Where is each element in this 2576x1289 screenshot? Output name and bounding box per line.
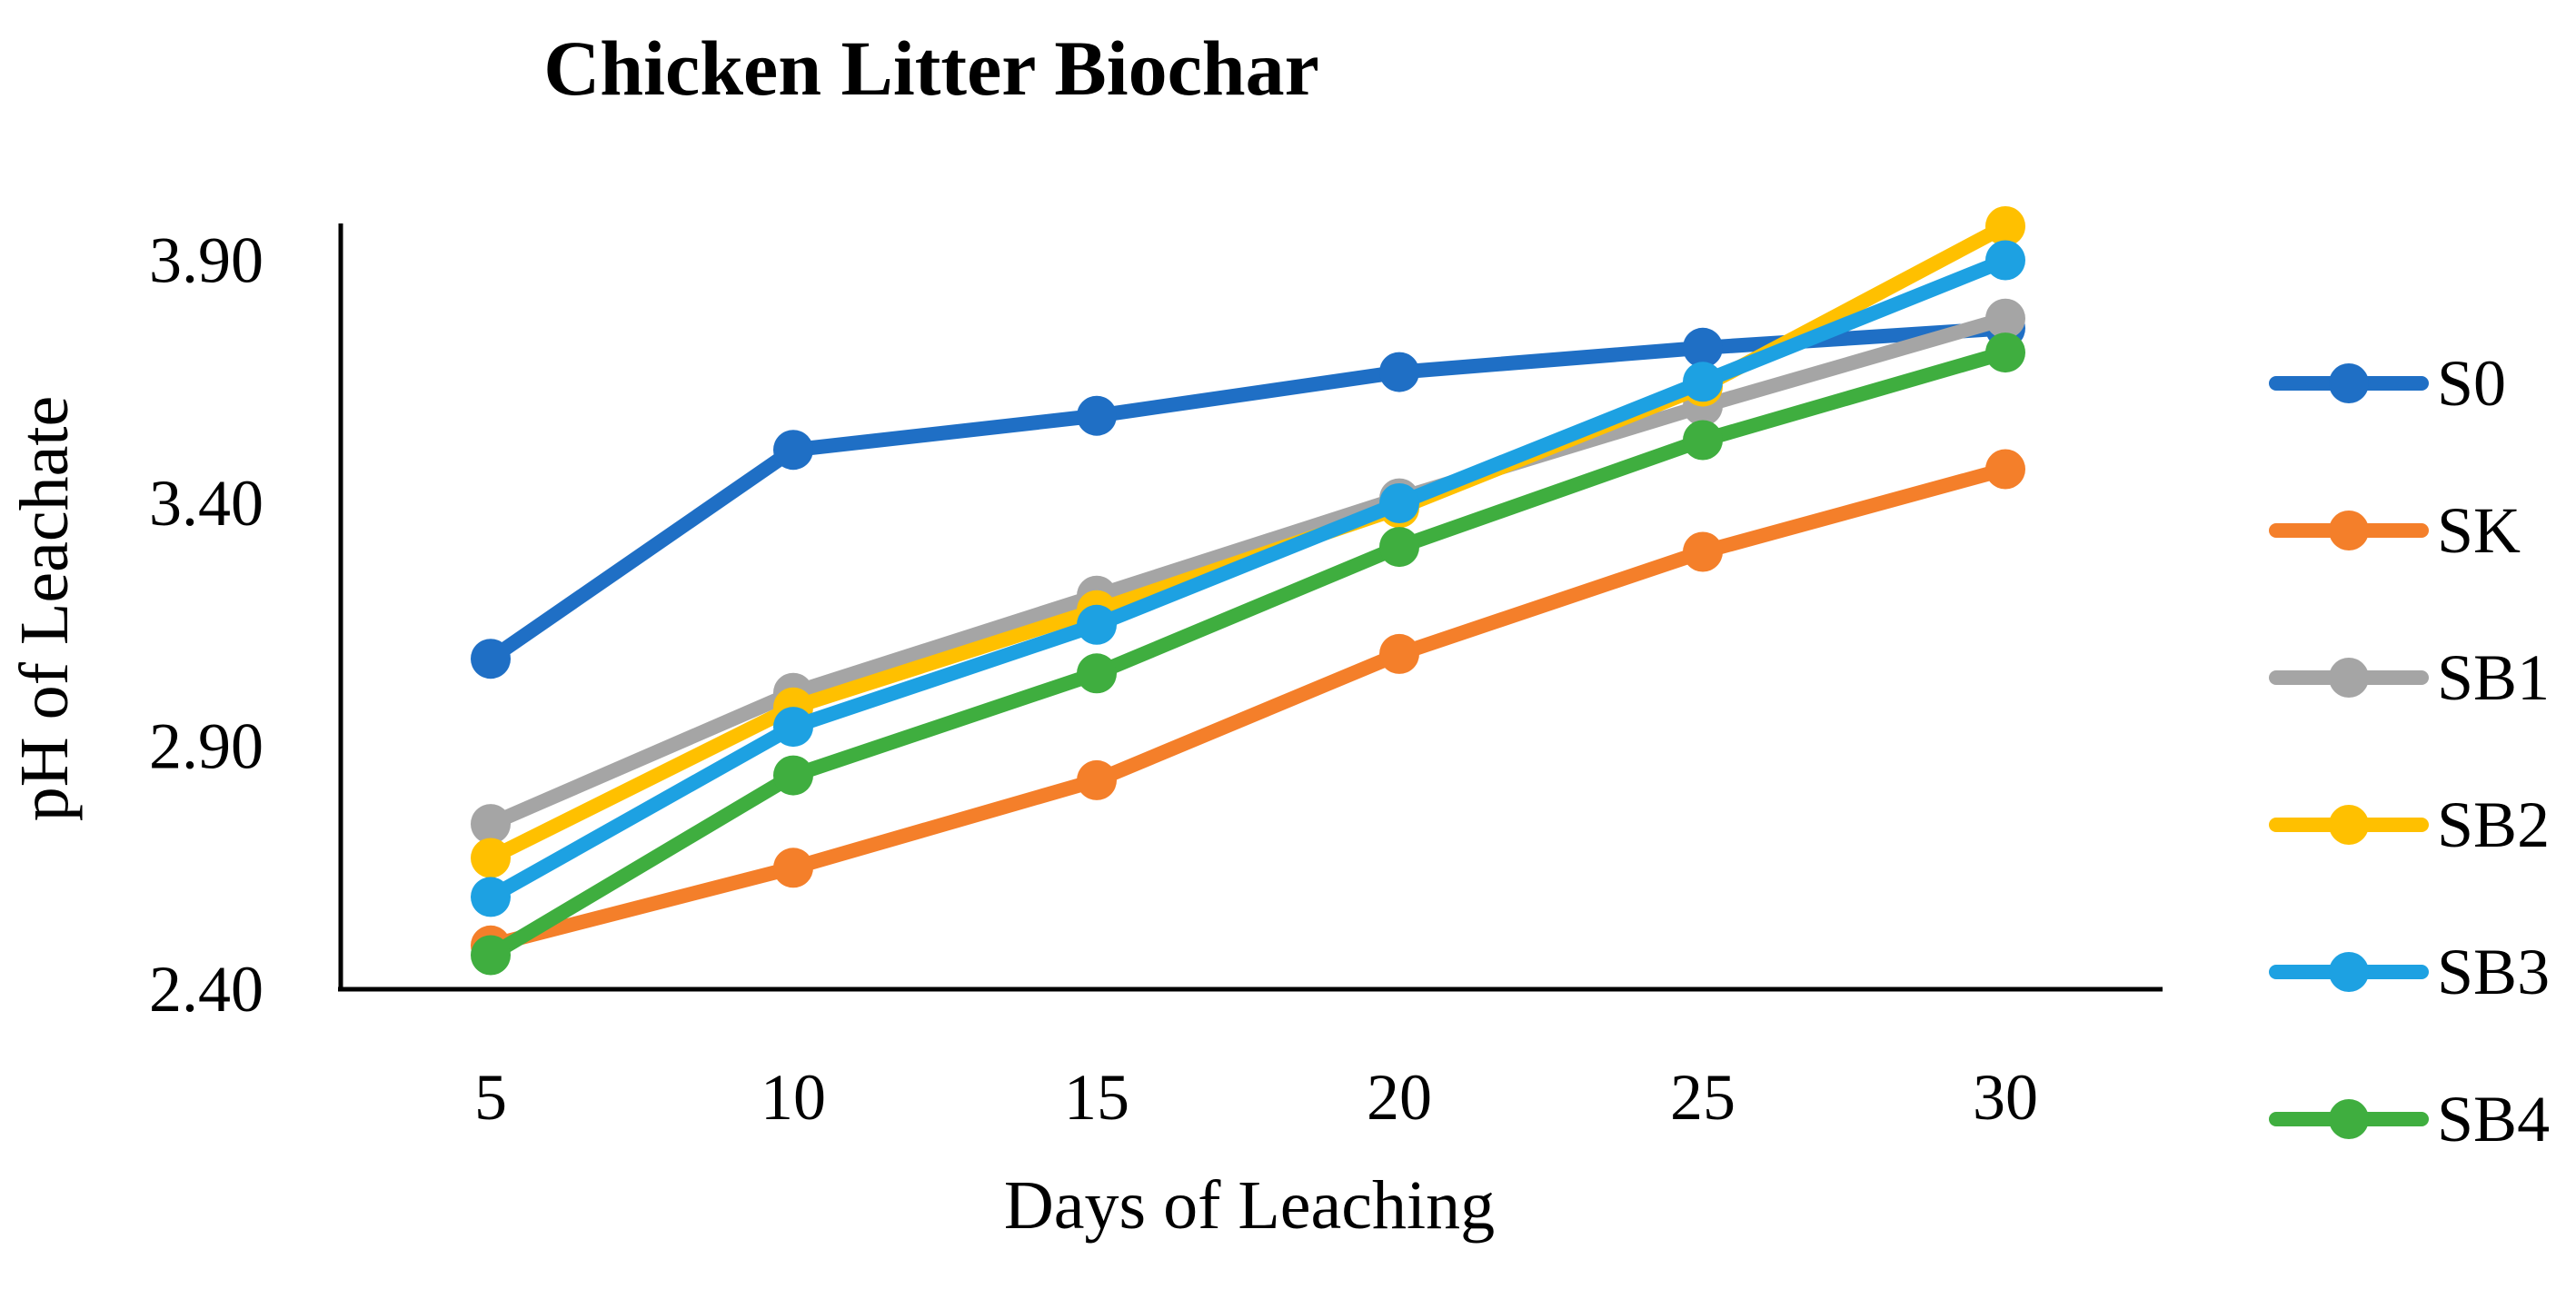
- x-tick-label: 15: [1064, 1061, 1129, 1134]
- data-point: [1683, 362, 1723, 402]
- legend-swatch-marker: [2329, 363, 2369, 403]
- data-point: [1683, 327, 1723, 368]
- legend-item: SB3: [2269, 936, 2550, 1008]
- legend: S0 SK SB1 SB2 SB3 SB4: [2269, 347, 2550, 1155]
- series-line: [483, 253, 2013, 905]
- data-point: [1985, 332, 2025, 373]
- legend-label: SB1: [2437, 641, 2550, 714]
- legend-swatch-marker: [2329, 511, 2369, 550]
- x-tick-label: 5: [474, 1061, 507, 1134]
- legend-label: SB2: [2437, 788, 2550, 861]
- y-tick-labels: 2.40 2.90 3.40 3.90: [149, 224, 264, 1026]
- data-point: [1985, 298, 2025, 339]
- data-point: [1077, 759, 1117, 800]
- data-point: [1985, 449, 2025, 490]
- data-point: [471, 804, 511, 845]
- data-point: [471, 935, 511, 976]
- y-axis-label: pH of Leachate: [6, 396, 83, 821]
- legend-swatch-marker: [2329, 658, 2369, 698]
- legend-label: SB4: [2437, 1083, 2550, 1155]
- data-point: [1379, 352, 1419, 392]
- x-tick-labels: 5 10 15 20 25 30: [474, 1061, 2038, 1134]
- series-line: [483, 321, 2013, 667]
- legend-swatch-marker: [2329, 805, 2369, 845]
- data-point: [471, 838, 511, 878]
- data-point: [1077, 604, 1117, 645]
- x-axis-label: Days of Leaching: [1004, 1167, 1495, 1244]
- legend-item: SK: [2269, 494, 2521, 567]
- legend-item: SB2: [2269, 788, 2550, 861]
- data-point: [773, 707, 813, 748]
- chart-title: Chicken Litter Biochar: [543, 25, 1319, 112]
- legend-label: SK: [2437, 494, 2521, 567]
- series-sk: [471, 449, 2025, 966]
- data-point: [773, 848, 813, 888]
- data-point: [471, 639, 511, 679]
- series-sb4: [471, 332, 2025, 976]
- data-point: [1077, 653, 1117, 694]
- x-tick-label: 25: [1670, 1061, 1736, 1134]
- x-tick-label: 20: [1367, 1061, 1432, 1134]
- series-line: [483, 345, 2013, 963]
- data-point: [1683, 420, 1723, 461]
- x-tick-label: 10: [761, 1061, 826, 1134]
- y-tick-label: 3.90: [149, 224, 264, 297]
- y-tick-label: 2.40: [149, 953, 264, 1026]
- data-point: [1683, 531, 1723, 572]
- series-sb3: [471, 240, 2025, 917]
- y-tick-label: 3.40: [149, 467, 264, 540]
- data-point: [1379, 527, 1419, 568]
- data-point: [1379, 633, 1419, 674]
- y-tick-label: 2.90: [149, 710, 264, 783]
- data-point: [1077, 395, 1117, 436]
- data-point: [1985, 206, 2025, 246]
- legend-item: S0: [2269, 347, 2506, 420]
- series-line: [483, 461, 2013, 953]
- data-point: [773, 755, 813, 796]
- legend-label: SB3: [2437, 936, 2550, 1008]
- legend-item: SB1: [2269, 641, 2550, 714]
- series-s0: [471, 308, 2025, 679]
- legend-swatch-marker: [2329, 1099, 2369, 1139]
- x-tick-label: 30: [1973, 1061, 2038, 1134]
- series-lines: [471, 206, 2025, 976]
- series-line: [483, 311, 2013, 832]
- data-point: [773, 430, 813, 471]
- legend-label: S0: [2437, 347, 2506, 420]
- data-point: [471, 877, 511, 917]
- data-point: [1379, 483, 1419, 523]
- data-point: [1985, 240, 2025, 281]
- legend-item: SB4: [2269, 1083, 2550, 1155]
- legend-swatch-marker: [2329, 952, 2369, 992]
